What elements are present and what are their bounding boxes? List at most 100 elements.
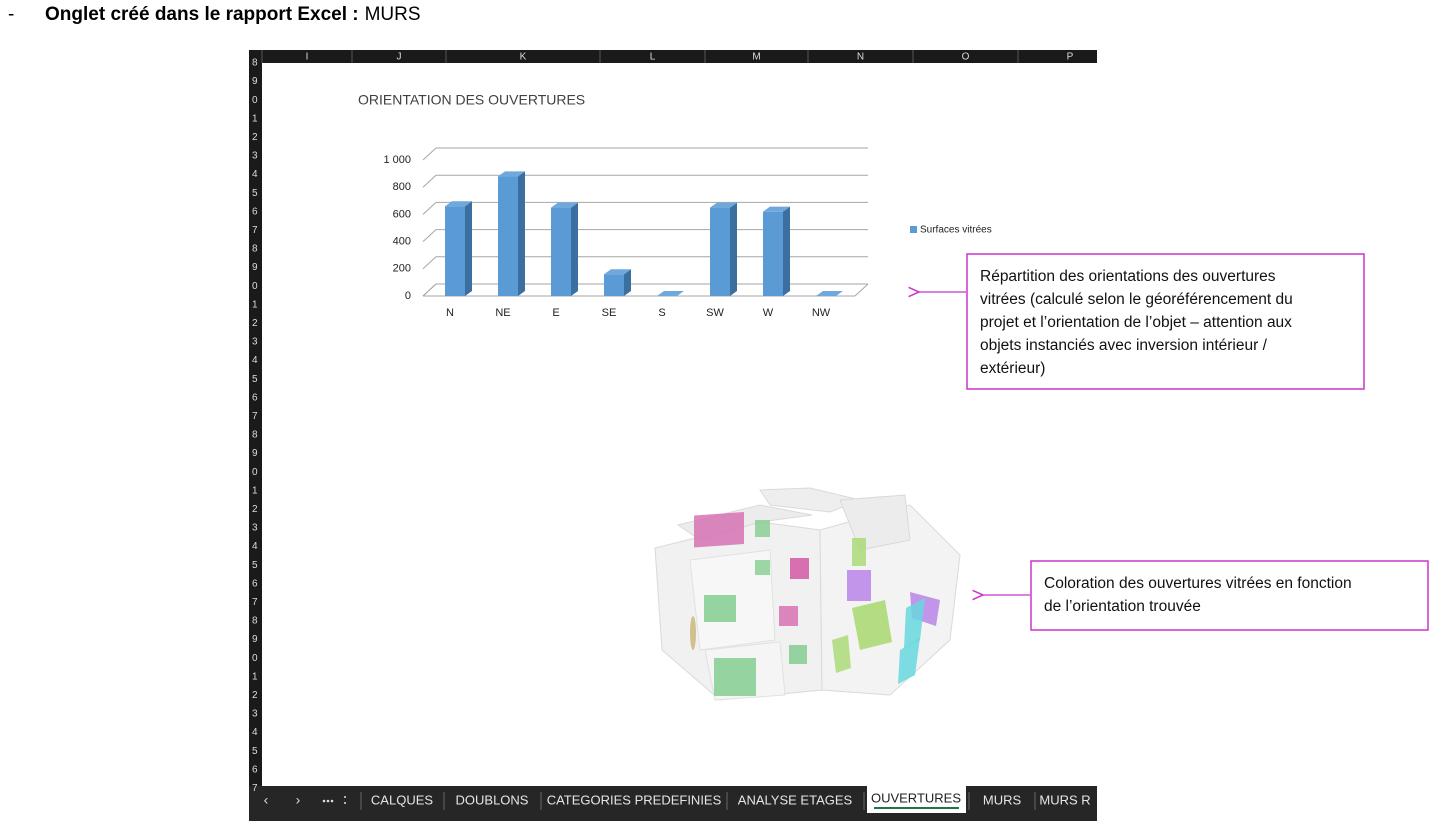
annotation-line: Coloration des ouvertures vitrées en fon…: [1044, 575, 1352, 592]
callout-box: [1030, 560, 1429, 631]
sheet-tab[interactable]: OUVERTURES: [871, 790, 961, 805]
row-label: 5: [252, 746, 258, 757]
x-tick-label: SE: [602, 307, 617, 319]
sheet-tab[interactable]: MURS R: [1039, 792, 1090, 807]
nav-more[interactable]: [322, 796, 346, 804]
grid-line: [422, 201, 868, 215]
annotation-line: vitrées (calculé selon le géoréférenceme…: [980, 291, 1293, 308]
row-label: 1: [252, 671, 258, 682]
y-tick-label: 800: [393, 181, 411, 193]
sheet-tab[interactable]: CALQUES: [371, 792, 433, 807]
excel-window: ‹ › I J K L M N O P 8 9 0 1 2 3 4 5 6 7 8 9 0 1 2 3 4 5 6 7 8 9 0 1 2 3 4 5…: [249, 50, 1097, 821]
bar: [604, 274, 624, 296]
nav-prev[interactable]: ‹: [264, 792, 269, 808]
y-tick-label: 1 000: [383, 154, 411, 166]
row-label: 5: [252, 374, 258, 385]
row-label: 6: [252, 764, 258, 775]
row-label: 2: [252, 132, 258, 143]
bar-side: [624, 269, 631, 296]
nav-next[interactable]: ›: [296, 792, 301, 808]
annotation-line: de l’orientation trouvée: [1044, 598, 1201, 615]
row-label: 8: [252, 58, 258, 69]
x-tick-label: S: [658, 307, 665, 319]
row-label: 3: [252, 523, 258, 534]
row-label: 3: [252, 709, 258, 720]
row-label: 1: [252, 299, 258, 310]
annotation-line: Répartition des orientations des ouvertu…: [980, 268, 1276, 285]
bar-side: [518, 171, 525, 296]
sheet-tab[interactable]: ANALYSE ETAGES: [738, 792, 853, 807]
bar: [498, 176, 518, 296]
y-tick-label: 0: [405, 290, 411, 302]
bar-top: [498, 171, 525, 177]
row-label: 8: [252, 616, 258, 627]
row-label: 9: [252, 262, 258, 273]
bar-top: [604, 269, 631, 275]
y-tick-label: 400: [393, 236, 411, 248]
row-label: 0: [252, 467, 258, 478]
axis-line: [422, 283, 437, 297]
sheet: [249, 50, 1097, 821]
bar-top: [657, 291, 684, 296]
header-line: Onglet créé dans le rapport Excel : MURS: [45, 4, 421, 25]
bar-top: [445, 201, 472, 207]
row-label: 8: [252, 430, 258, 441]
row-label: 2: [252, 504, 258, 515]
row-label: 4: [252, 169, 258, 180]
legend-swatch: [910, 226, 917, 233]
bar-top: [710, 202, 737, 208]
bar-top: [763, 206, 790, 212]
column-label: O: [962, 52, 970, 63]
annotation-line: extérieur): [980, 360, 1045, 377]
grid-line: [422, 147, 868, 161]
bar-top: [551, 202, 578, 208]
axis-line: [854, 283, 869, 297]
bar-side: [783, 206, 790, 296]
bar-side: [730, 202, 737, 296]
x-tick-label: NW: [812, 307, 831, 319]
column-header: [249, 50, 1097, 63]
row-header: [249, 50, 262, 790]
bar-top: [816, 291, 843, 296]
row-label: 3: [252, 337, 258, 348]
bar-side: [571, 202, 578, 296]
column-label: N: [857, 52, 864, 63]
row-label: 4: [252, 727, 258, 738]
y-tick-label: 200: [393, 263, 411, 275]
row-label: 5: [252, 188, 258, 199]
row-label: 6: [252, 206, 258, 217]
annotation-line: projet et l’orientation de l’objet – att…: [980, 314, 1292, 331]
x-tick-label: SW: [706, 307, 724, 319]
sheet-tab[interactable]: MURS: [983, 792, 1022, 807]
header-label: Onglet créé dans le rapport Excel :: [45, 4, 359, 25]
row-label: 3: [252, 151, 258, 162]
row-label: 2: [252, 690, 258, 701]
building-3d-view: [654, 487, 961, 701]
annotation-1: [919, 253, 1365, 390]
sheet-tab[interactable]: DOUBLONS: [456, 792, 529, 807]
bullet: -: [8, 4, 14, 25]
row-label: 8: [252, 244, 258, 255]
sheet-tab[interactable]: CATEGORIES PREDEFINIES: [547, 792, 722, 807]
row-label: 4: [252, 355, 258, 366]
annotation-2: [983, 560, 1429, 631]
row-label: 0: [252, 653, 258, 664]
row-label: 5: [252, 560, 258, 571]
x-tick-label: E: [552, 307, 559, 319]
row-label: 4: [252, 541, 258, 552]
row-label: 0: [252, 95, 258, 106]
column-label: M: [752, 52, 760, 63]
row-label: 9: [252, 634, 258, 645]
row-label: 1: [252, 113, 258, 124]
y-tick-label: 600: [393, 208, 411, 220]
callout-box: [966, 253, 1365, 390]
bar-side: [465, 201, 472, 296]
row-label: 0: [252, 281, 258, 292]
row-label: 7: [252, 225, 258, 236]
row-label: 6: [252, 392, 258, 403]
row-label: 2: [252, 318, 258, 329]
legend-label: Surfaces vitrées: [920, 225, 992, 236]
annotation-line: objets instanciés avec inversion intérie…: [980, 337, 1268, 354]
grid-line: [422, 174, 868, 188]
